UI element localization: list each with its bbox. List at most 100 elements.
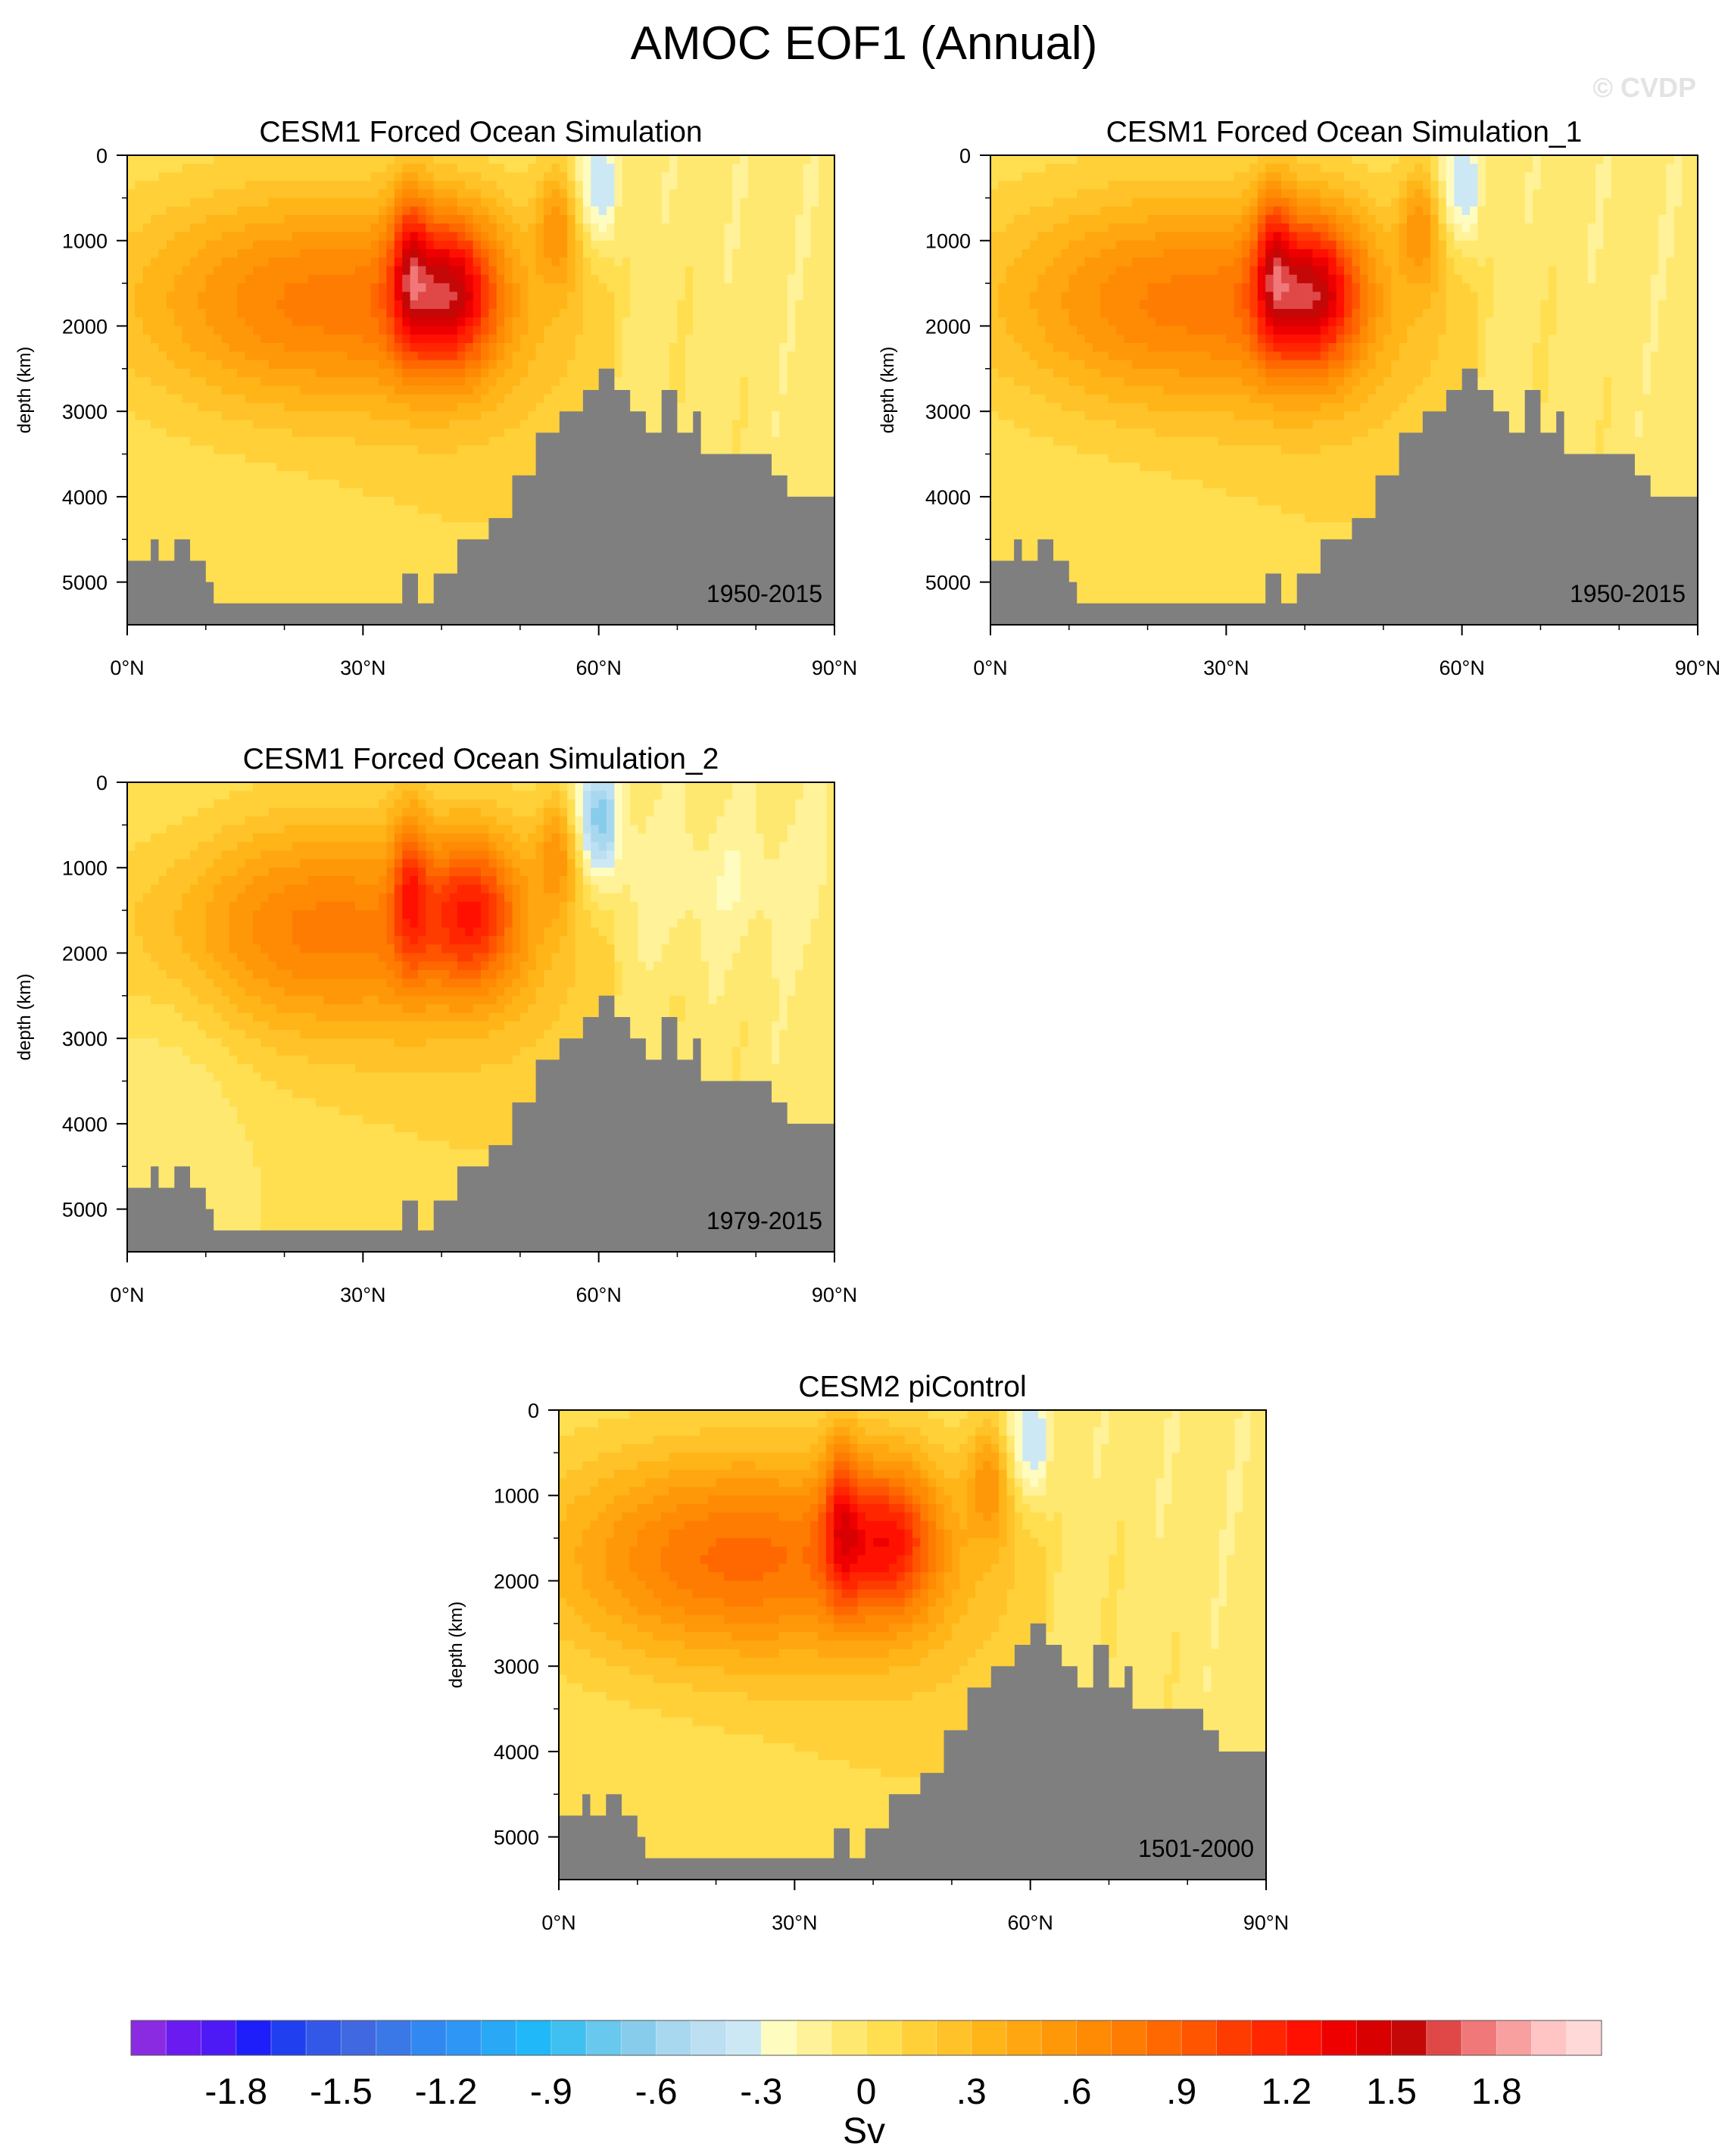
heatmap-cell: [661, 240, 670, 250]
heatmap-cell: [158, 539, 167, 549]
heatmap-cell: [221, 360, 230, 370]
heatmap-cell: [331, 249, 340, 258]
heatmap-cell: [803, 343, 812, 352]
heatmap-cell: [339, 479, 348, 489]
heatmap-cell: [190, 283, 198, 292]
heatmap-cell: [135, 539, 144, 549]
heatmap-cell: [426, 454, 435, 463]
heatmap-cell: [394, 292, 403, 301]
heatmap-cell: [347, 513, 356, 523]
heatmap-cell: [441, 505, 451, 515]
heatmap-cell: [803, 274, 812, 284]
heatmap-cell: [457, 445, 466, 455]
heatmap-cell: [237, 488, 246, 498]
heatmap-cell: [198, 351, 207, 361]
heatmap-cell: [803, 300, 812, 310]
heatmap-cell: [331, 513, 340, 523]
heatmap-cell: [504, 274, 513, 284]
heatmap-cell: [465, 462, 474, 472]
heatmap-cell: [174, 454, 183, 463]
heatmap-cell: [473, 531, 482, 540]
heatmap-cell: [410, 214, 419, 224]
heatmap-cell: [370, 462, 379, 472]
heatmap-cell: [198, 326, 207, 335]
heatmap-cell: [347, 164, 356, 173]
heatmap-cell: [551, 266, 560, 276]
heatmap-cell: [402, 368, 411, 378]
heatmap-cell: [245, 351, 254, 361]
heatmap-cell: [528, 326, 537, 335]
heatmap-cell: [417, 206, 426, 216]
heatmap-cell: [245, 240, 254, 250]
heatmap-cell: [496, 351, 505, 361]
heatmap-cell: [379, 274, 388, 284]
heatmap-cell: [214, 462, 223, 472]
heatmap-cell: [205, 240, 214, 250]
heatmap-cell: [787, 402, 796, 412]
heatmap-cell: [481, 368, 489, 378]
heatmap-cell: [685, 155, 694, 164]
heatmap-cell: [614, 343, 623, 352]
heatmap-cell: [316, 573, 325, 583]
heatmap-cell: [354, 214, 363, 224]
heatmap-cell: [433, 565, 442, 574]
heatmap-cell: [810, 292, 819, 301]
heatmap-cell: [347, 531, 356, 540]
heatmap-cell: [426, 590, 435, 600]
heatmap-cell: [481, 317, 489, 327]
heatmap-cell: [708, 334, 717, 344]
heatmap-cell: [198, 522, 207, 532]
heatmap-cell: [237, 189, 246, 198]
heatmap-cell: [693, 214, 702, 224]
heatmap-cell: [473, 164, 482, 173]
heatmap-cell: [410, 368, 419, 378]
heatmap-cell: [331, 189, 340, 198]
heatmap-cell: [205, 556, 214, 566]
heatmap-cell: [716, 385, 725, 395]
heatmap-cell: [473, 317, 482, 327]
heatmap-cell: [135, 368, 144, 378]
heatmap-cell: [614, 164, 623, 173]
heatmap-cell: [700, 437, 710, 446]
heatmap-cell: [669, 206, 678, 216]
heatmap-cell: [426, 206, 435, 216]
heatmap-cell: [386, 283, 395, 292]
heatmap-cell: [268, 496, 277, 506]
heatmap-cell: [386, 292, 395, 301]
heatmap-cell: [166, 164, 175, 173]
figure-title: AMOC EOF1 (Annual): [631, 17, 1098, 70]
heatmap-cell: [237, 394, 246, 404]
heatmap-cell: [795, 479, 804, 489]
heatmap-cell: [323, 198, 332, 207]
heatmap-cell: [724, 223, 733, 233]
heatmap-cell: [544, 420, 552, 429]
heatmap-cell: [182, 420, 191, 429]
heatmap-cell: [331, 308, 340, 318]
heatmap-cell: [339, 257, 348, 267]
heatmap-cell: [253, 437, 262, 446]
heatmap-cell: [685, 257, 694, 267]
heatmap-cell: [677, 343, 686, 352]
heatmap-cell: [551, 411, 560, 421]
heatmap-cell: [426, 326, 435, 335]
heatmap-cell: [638, 172, 647, 182]
heatmap-cell: [465, 343, 474, 352]
heatmap-cell: [607, 180, 616, 190]
heatmap-cell: [354, 164, 363, 173]
heatmap-cell: [127, 334, 136, 344]
heatmap-cell: [544, 394, 552, 404]
heatmap-cell: [174, 308, 183, 318]
heatmap-cell: [151, 223, 160, 233]
heatmap-cell: [449, 317, 458, 327]
heatmap-cell: [630, 300, 639, 310]
heatmap-cell: [708, 283, 717, 292]
heatmap-cell: [465, 308, 474, 318]
heatmap-cell: [363, 360, 372, 370]
heatmap-cell: [174, 402, 183, 412]
heatmap-cell: [826, 437, 834, 446]
heatmap-cell: [433, 300, 442, 310]
heatmap-cell: [331, 565, 340, 574]
heatmap-cell: [677, 164, 686, 173]
heatmap-cell: [763, 214, 772, 224]
heatmap-cell: [331, 582, 340, 591]
